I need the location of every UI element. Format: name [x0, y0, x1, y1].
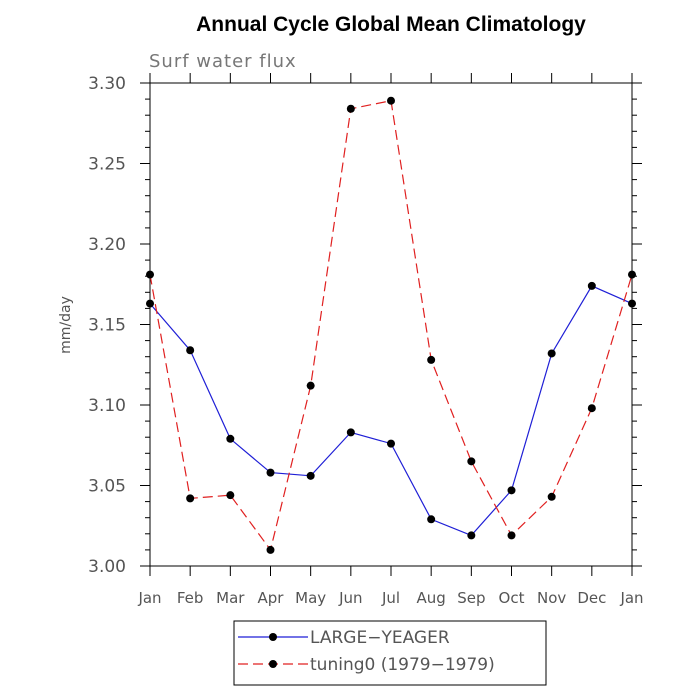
data-point — [587, 281, 596, 290]
data-point — [306, 471, 315, 480]
y-tick-label: 3.10 — [88, 396, 126, 416]
data-point — [628, 299, 636, 308]
x-tick-label: Oct — [499, 589, 525, 607]
data-point — [186, 494, 195, 503]
series-line — [149, 99, 633, 552]
data-point — [628, 270, 636, 279]
data-point — [146, 299, 154, 308]
y-tick-label: 3.15 — [88, 316, 126, 336]
y-tick-label: 3.05 — [88, 477, 126, 497]
x-tick-label: Dec — [577, 589, 606, 607]
chart-subtitle: Surf water flux — [149, 51, 297, 72]
x-tick-label: Aug — [417, 589, 446, 607]
x-tick-label: Apr — [258, 589, 285, 607]
legend-label: tuning0 (1979−1979) — [310, 655, 495, 675]
data-point — [387, 96, 395, 105]
data-point — [346, 104, 355, 113]
axes: 3.00 3.05 3.10 3.15 3.20 3.25 3.30 Jan Feb Mar Apr… — [88, 73, 644, 607]
data-point — [427, 515, 436, 524]
x-tick-label: Mar — [216, 589, 245, 607]
data-point — [427, 355, 436, 364]
y-tick-label: 3.20 — [88, 235, 126, 255]
x-tick-label: Jul — [381, 589, 400, 607]
data-point — [467, 457, 476, 466]
legend-label: LARGE−YEAGER — [310, 628, 450, 648]
data-point — [266, 545, 275, 554]
x-tick-label: Sep — [457, 589, 485, 607]
series-0 — [146, 281, 636, 540]
x-tick-label: Nov — [537, 589, 566, 607]
data-point — [346, 428, 355, 437]
chart-title: Annual Cycle Global Mean Climatology — [196, 13, 586, 36]
series-layer — [146, 96, 636, 554]
data-point — [507, 531, 516, 540]
data-point — [587, 404, 596, 413]
legend: LARGE−YEAGER tuning0 (1979−1979) — [233, 620, 547, 686]
data-point — [186, 346, 195, 355]
y-axis-label: mm/day — [58, 296, 74, 354]
data-point — [226, 491, 235, 500]
legend-marker — [269, 660, 277, 668]
series-line — [149, 285, 633, 537]
series-1 — [146, 96, 636, 554]
plot-frame — [149, 82, 633, 567]
data-point — [226, 434, 235, 443]
data-point — [306, 381, 315, 390]
x-tick-label: May — [295, 589, 326, 607]
data-point — [146, 270, 154, 279]
data-point — [387, 439, 395, 448]
x-tick-label: Jun — [338, 589, 362, 607]
x-tick-label: Jan — [137, 589, 161, 607]
data-point — [547, 492, 556, 501]
legend-marker — [269, 633, 277, 641]
y-tick-label: 3.25 — [88, 155, 126, 175]
y-tick-label: 3.00 — [88, 557, 126, 577]
x-tick-label: Feb — [177, 589, 204, 607]
data-point — [547, 349, 556, 358]
legend-box — [233, 620, 547, 686]
data-point — [507, 486, 516, 495]
data-point — [467, 531, 476, 540]
x-tick-label: Jan — [619, 589, 643, 607]
y-tick-label: 3.30 — [88, 74, 126, 94]
data-point — [266, 468, 275, 477]
